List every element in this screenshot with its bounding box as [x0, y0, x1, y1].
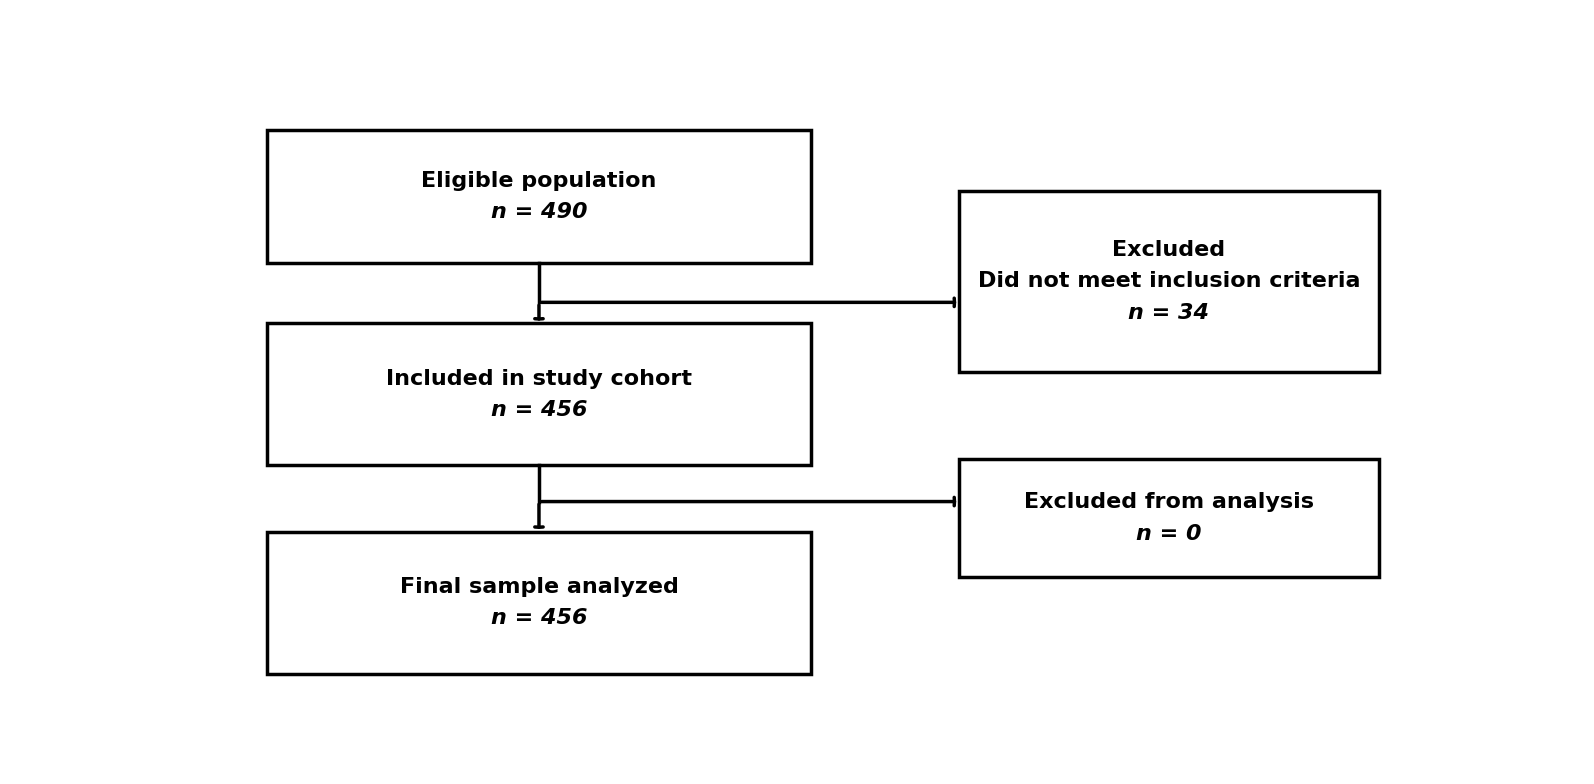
Text: Eligible population: Eligible population — [421, 171, 657, 191]
Text: n = 456: n = 456 — [491, 400, 587, 420]
Bar — [268, 324, 811, 466]
Text: Excluded from analysis: Excluded from analysis — [1023, 492, 1313, 513]
Text: n = 456: n = 456 — [491, 608, 587, 629]
Text: n = 0: n = 0 — [1137, 524, 1202, 544]
Bar — [960, 459, 1379, 577]
Text: n = 34: n = 34 — [1129, 303, 1210, 322]
Bar — [960, 191, 1379, 372]
Text: Final sample analyzed: Final sample analyzed — [400, 577, 679, 597]
Text: Did not meet inclusion criteria: Did not meet inclusion criteria — [977, 271, 1360, 291]
Text: n = 490: n = 490 — [491, 202, 587, 223]
Text: Included in study cohort: Included in study cohort — [386, 368, 692, 389]
Text: Excluded: Excluded — [1113, 240, 1226, 260]
Bar — [268, 532, 811, 673]
Bar — [268, 130, 811, 263]
